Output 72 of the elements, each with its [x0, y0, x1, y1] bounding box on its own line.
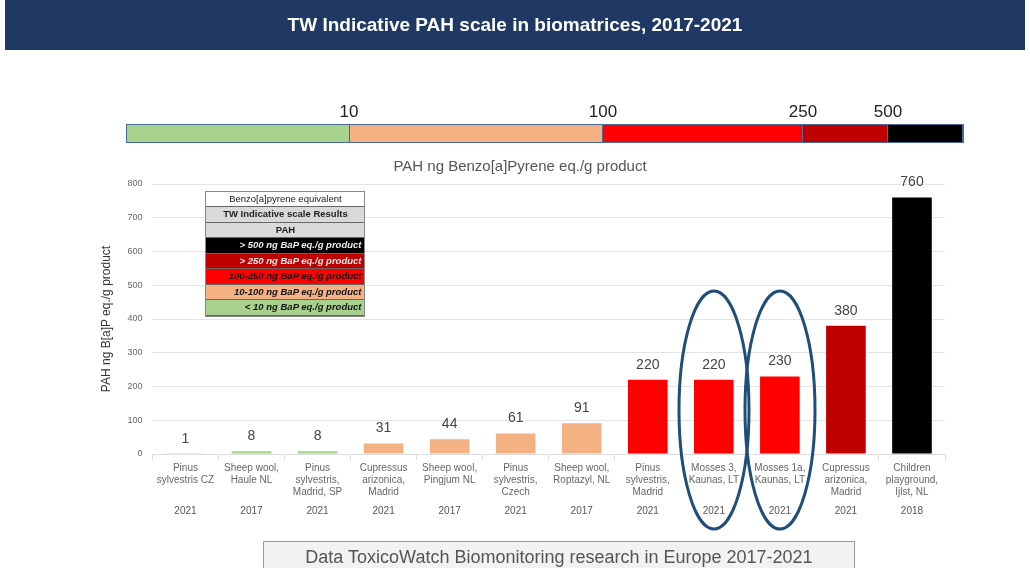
data-label: 8: [313, 427, 322, 444]
data-label: 8: [247, 427, 256, 444]
text: 2017: [570, 504, 594, 516]
y-tick-label: 200: [127, 380, 143, 391]
annotation: Benzo[a]pyrene equivalent: [206, 191, 365, 208]
y-tick-label: 500: [127, 279, 143, 290]
text: 2021: [174, 504, 197, 516]
annotation: 100-250 ng BaP eq./g product: [206, 269, 365, 285]
bar: [760, 376, 800, 454]
x-tick-label: Cupressus arizonica, Madrid: [359, 461, 408, 497]
x-tick-label: Cupressus arizonica, Madrid: [822, 461, 870, 497]
y-tick-label: 100: [127, 414, 143, 425]
x-tick-label: Sheep wool, Haule NL: [223, 461, 280, 485]
data-label: 220: [636, 355, 660, 372]
text: 2021: [768, 504, 792, 516]
text: 2021: [306, 504, 330, 516]
bar: [495, 433, 536, 454]
annotation: > 500 ng BaP eq./g product: [206, 238, 365, 254]
x-tick-label: Pinus sylvestris, Madrid: [625, 461, 670, 497]
text: 10: [339, 102, 359, 122]
bar: [892, 197, 932, 454]
text: 2021: [504, 504, 528, 516]
y-tick-label: 800: [127, 178, 143, 189]
annotation: 10-100 ng BaP eq./g product: [206, 284, 365, 301]
text: 2017: [240, 504, 264, 516]
data-label: 220: [702, 355, 726, 372]
x-tick-label: Sheep wool, Pingjum NL: [422, 461, 478, 485]
data-label: 760: [900, 173, 924, 190]
text: 100: [588, 102, 618, 122]
bar: [561, 423, 602, 454]
y-tick-label: 700: [127, 212, 143, 223]
text: 2021: [372, 504, 396, 516]
x-tick-label: Sheep wool, Roptazyl, NL: [553, 461, 611, 485]
text: 2021: [636, 504, 660, 516]
bar: [826, 325, 866, 454]
text: 500: [873, 102, 903, 122]
y-axis-title: PAH ng B[a]P eq./g product: [98, 245, 113, 393]
x-tick-label: Children playground, Ijlst, NL: [885, 461, 939, 497]
annotation: < 10 ng BaP eq./g product: [206, 300, 365, 316]
y-tick-label: 600: [127, 245, 143, 256]
x-tick-label: Pinus sylvestris, Madrid, SP: [292, 461, 343, 497]
text: Data ToxicoWatch Biomonitoring research in Europe 2017-2021: [263, 541, 855, 568]
data-label: 61: [507, 409, 524, 426]
x-tick-label: Pinus sylvestris, Czech: [493, 461, 538, 497]
data-label: 230: [768, 352, 792, 369]
text: 2017: [438, 504, 462, 516]
text: 2021: [702, 504, 726, 516]
annotation: PAH: [206, 222, 365, 239]
bar: [694, 379, 734, 454]
x-tick-label: Mosses 1a, Kaunas, LT: [754, 461, 806, 485]
data-label: 91: [573, 399, 590, 416]
bar: [363, 443, 404, 454]
text: 250: [788, 102, 818, 122]
data-label: 44: [441, 415, 458, 432]
y-tick-label: 400: [127, 313, 143, 324]
text: 2021: [834, 504, 858, 516]
data-label: 1: [181, 429, 190, 446]
bar: [627, 379, 668, 454]
data-label: 31: [375, 419, 392, 436]
y-tick-label: 0: [137, 448, 143, 459]
chart-subtitle: PAH ng Benzo[a]Pyrene eq./g product: [393, 157, 648, 175]
text: 2018: [900, 504, 924, 516]
bar: [429, 439, 470, 454]
annotation: > 250 ng BaP eq./g product: [206, 253, 365, 270]
annotation: TW Indicative scale Results: [206, 207, 365, 223]
data-label: 380: [834, 301, 858, 318]
x-tick-label: Pinus sylvestris CZ: [156, 461, 215, 485]
bar: [297, 451, 338, 454]
chart-title: TW Indicative PAH scale in biomatrices, 2017-2021: [5, 0, 1025, 50]
y-tick-label: 300: [127, 347, 143, 358]
bar: [231, 451, 272, 454]
x-tick-label: Mosses 3, Kaunas, LT: [688, 461, 740, 485]
